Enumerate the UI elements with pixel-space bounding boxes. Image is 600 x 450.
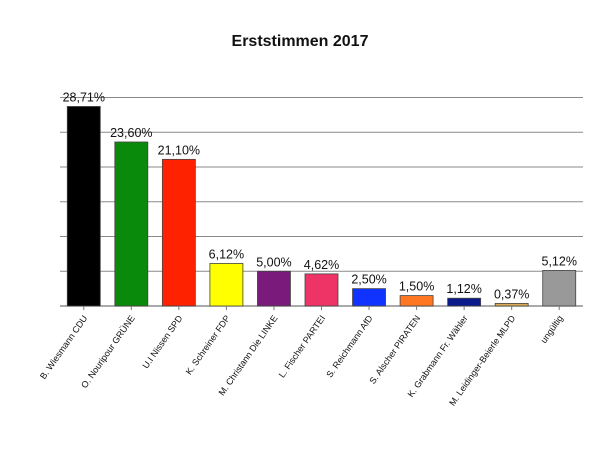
bar-value-label: 5,12% [542, 254, 577, 268]
x-tick-label: S. Alscher PIRATEN [367, 313, 422, 385]
bar-value-label: 0,37% [494, 287, 529, 301]
bar [494, 303, 529, 307]
chart-title: Erststimmen 2017 [231, 33, 369, 50]
bar-value-label: 4,62% [304, 258, 339, 272]
bar-value-label: 23,60% [110, 126, 152, 140]
bar [352, 288, 386, 307]
bar-value-label: 28,71% [63, 90, 105, 104]
bar-value-label: 6,12% [209, 247, 244, 261]
bar [304, 273, 339, 307]
x-tick-label: ungültig [539, 313, 565, 345]
bar-value-label: 21,10% [158, 143, 200, 157]
bar [161, 158, 196, 307]
x-tick-label: O. Nouripour GRÜNE [79, 313, 137, 390]
bar [66, 106, 101, 307]
bar-value-label: 1,12% [446, 282, 481, 296]
bar [209, 263, 244, 307]
x-tick-label: S. Reichmann AfD [324, 313, 375, 379]
bar-value-label: 1,50% [399, 280, 434, 294]
bar [447, 297, 482, 307]
bar [399, 295, 434, 307]
bar [542, 270, 577, 307]
bar [114, 141, 149, 307]
x-tick-label: B. Wiesmann CDU [38, 313, 90, 381]
bar-value-label: 5,00% [256, 255, 291, 269]
bar-value-label: 2,50% [351, 273, 386, 287]
bar [257, 270, 291, 307]
x-tick-label: L. Fischer PARTEI [277, 313, 327, 379]
x-tick-label: U.I Nissen SPD [140, 313, 184, 370]
x-tick-label: K. Schreiner FDP [184, 313, 232, 376]
